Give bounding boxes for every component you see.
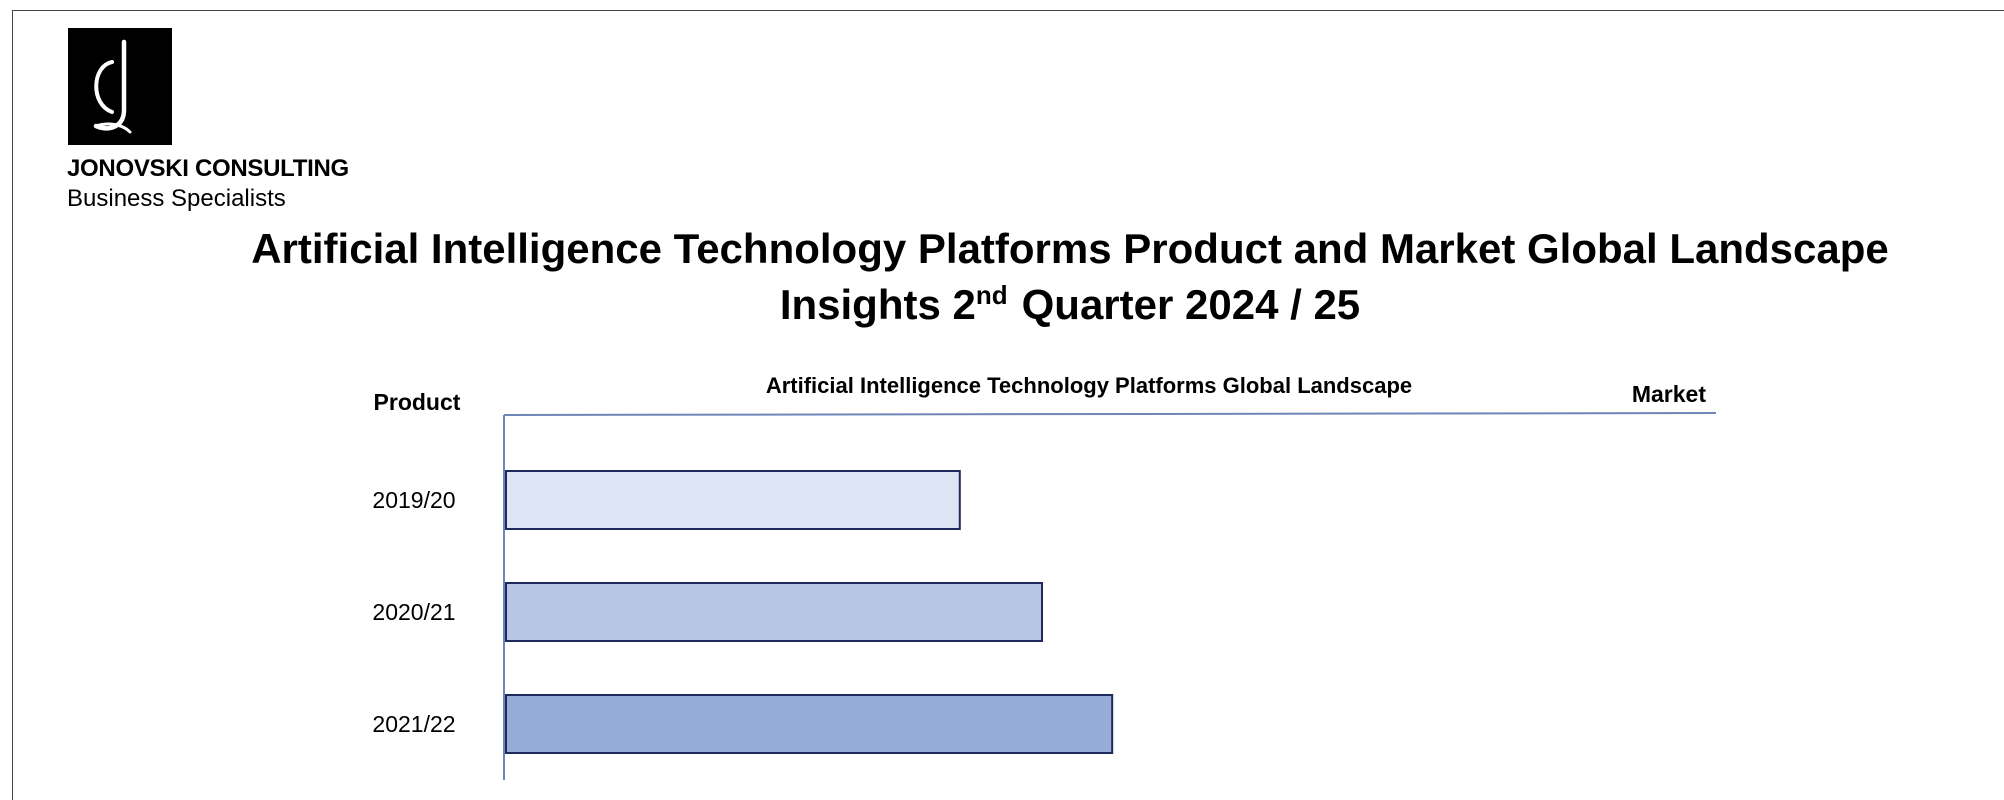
bar-series	[505, 470, 1114, 754]
report-title-line-1: Artificial Intelligence Technology Platf…	[251, 225, 1889, 272]
company-tagline: Business Specialists	[67, 185, 286, 212]
chart-title: Artificial Intelligence Technology Platf…	[766, 373, 1412, 398]
category-label-2019-20: 2019/20	[372, 487, 455, 513]
report-title-sup: nd	[975, 280, 1008, 310]
bar-2021-22	[505, 694, 1114, 754]
bar-2020-21	[505, 582, 1043, 642]
page-frame	[12, 10, 2004, 800]
bar-chart: Artificial Intelligence Technology Platf…	[372, 373, 1717, 780]
report-title-suffix: Quarter 2024 / 25	[1021, 281, 1361, 328]
chart-left-label: Product	[374, 389, 461, 415]
report-title-line-2: Insights 2nd Quarter 2024 / 25	[0, 280, 2004, 329]
logo-jc-icon	[93, 39, 132, 134]
chart-top-axis	[503, 412, 1717, 416]
bar-2019-20	[505, 470, 961, 530]
category-labels: 2019/20 2020/21 2021/22	[372, 487, 455, 737]
chart-right-label: Market	[1632, 381, 1706, 407]
company-name: JONOVSKI CONSULTING	[67, 155, 349, 182]
category-label-2020-21: 2020/21	[372, 599, 455, 625]
report-title-prefix: Insights 2	[779, 281, 976, 328]
category-label-2021-22: 2021/22	[372, 711, 455, 737]
company-logo	[68, 28, 172, 145]
